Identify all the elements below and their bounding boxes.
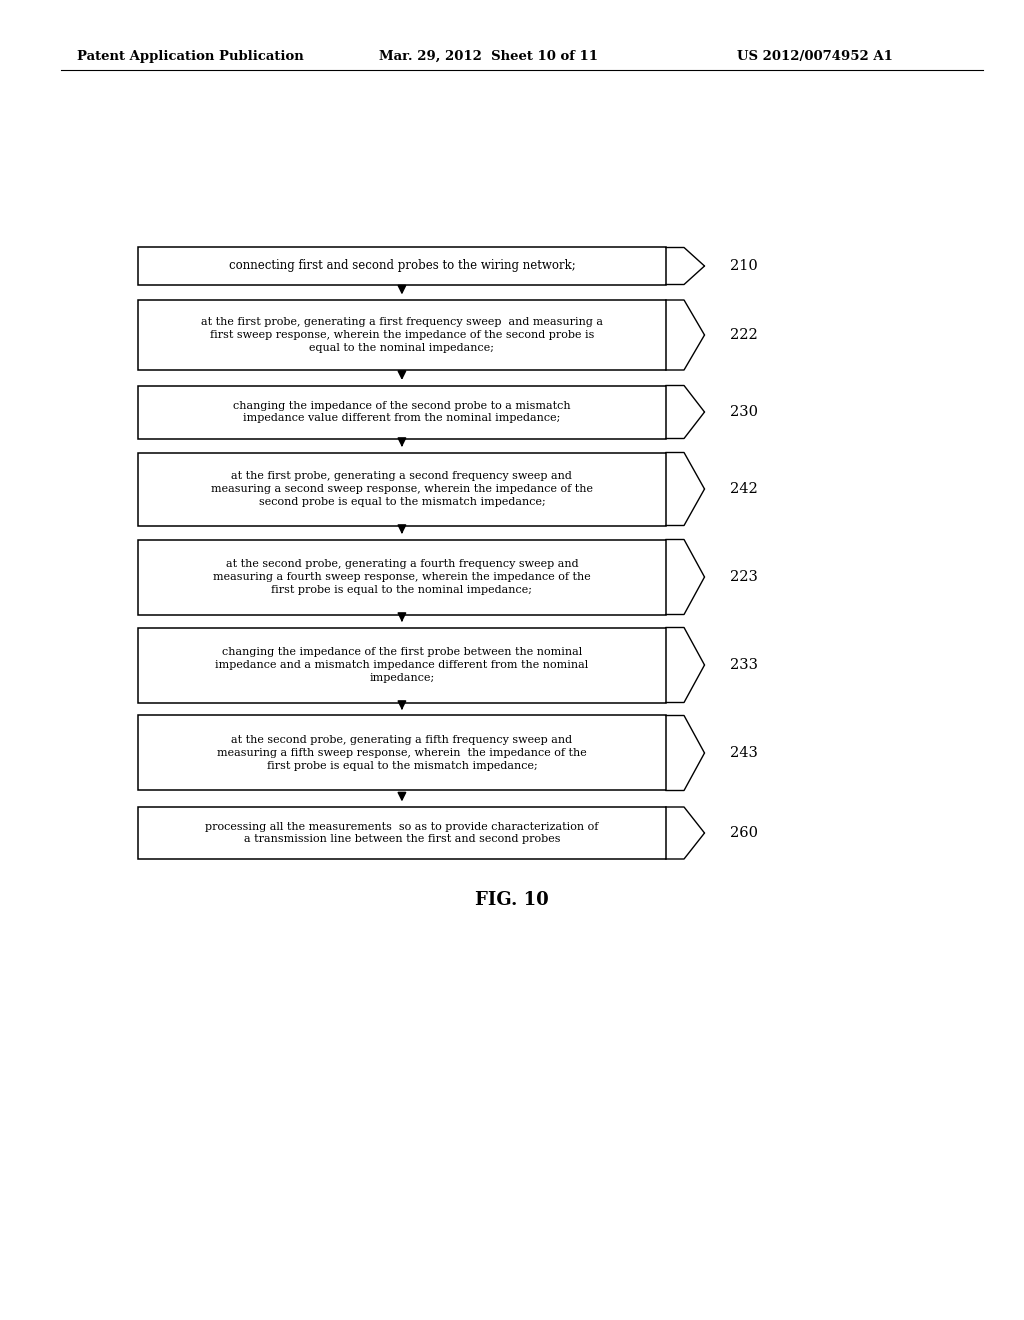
Bar: [138, 540, 666, 615]
Text: 233: 233: [730, 657, 758, 672]
Bar: [138, 300, 666, 370]
Text: changing the impedance of the first probe between the nominal
impedance and a mi: changing the impedance of the first prob…: [215, 647, 589, 682]
Text: 222: 222: [730, 327, 758, 342]
Text: at the first probe, generating a second frequency sweep and
measuring a second s: at the first probe, generating a second …: [211, 471, 593, 507]
Bar: [138, 453, 666, 525]
Text: at the second probe, generating a fifth frequency sweep and
measuring a fifth sw: at the second probe, generating a fifth …: [217, 735, 587, 771]
Text: 210: 210: [730, 259, 758, 273]
Text: Mar. 29, 2012  Sheet 10 of 11: Mar. 29, 2012 Sheet 10 of 11: [379, 50, 598, 63]
Text: at the first probe, generating a first frequency sweep  and measuring a
first sw: at the first probe, generating a first f…: [201, 317, 603, 352]
Text: at the second probe, generating a fourth frequency sweep and
measuring a fourth : at the second probe, generating a fourth…: [213, 560, 591, 595]
Text: US 2012/0074952 A1: US 2012/0074952 A1: [737, 50, 893, 63]
Bar: [138, 385, 666, 438]
Text: 260: 260: [730, 826, 758, 840]
Text: 243: 243: [730, 746, 758, 760]
Text: 230: 230: [730, 405, 758, 418]
Text: FIG. 10: FIG. 10: [475, 891, 549, 909]
Bar: [138, 807, 666, 859]
Text: 223: 223: [730, 570, 758, 583]
Bar: [138, 627, 666, 702]
Text: processing all the measurements  so as to provide characterization of
a transmis: processing all the measurements so as to…: [205, 821, 599, 845]
Text: connecting first and second probes to the wiring network;: connecting first and second probes to th…: [228, 260, 575, 272]
Bar: [138, 248, 666, 285]
Bar: [138, 715, 666, 791]
Text: Patent Application Publication: Patent Application Publication: [77, 50, 303, 63]
Text: changing the impedance of the second probe to a mismatch
impedance value differe: changing the impedance of the second pro…: [233, 400, 570, 424]
Text: 242: 242: [730, 482, 758, 496]
